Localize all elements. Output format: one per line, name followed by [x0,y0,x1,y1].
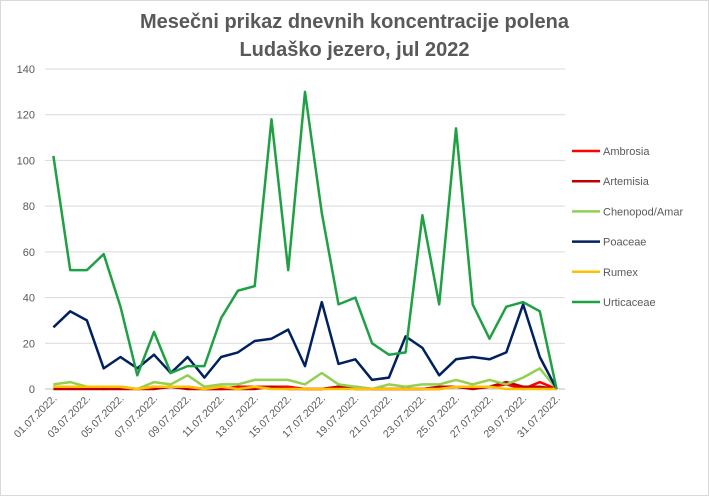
series-line-rumex [53,385,557,391]
legend-label: Artemisia [603,176,650,188]
y-tick-label: 140 [17,64,35,76]
legend-label: Chenopod/Amar [603,206,683,218]
chart-title: Mesečni prikaz dnevnih koncentracije pol… [0,8,709,64]
series-line-poaceae [52,300,558,390]
series-line-urticaceae [52,90,558,390]
y-axis: 0 20 40 60 80 100 120 140 [17,64,35,396]
chart-title-line2: Ludaško jezero, jul 2022 [239,39,470,61]
y-tick-label: 120 [17,110,35,122]
legend-label: Rumex [603,267,638,279]
y-tick-label: 40 [23,293,35,305]
legend-label: Ambrosia [603,146,650,158]
legend-label: Poaceae [603,237,646,249]
legend-label: Urticaceae [603,297,656,309]
y-tick-label: 20 [23,338,35,350]
x-axis: 01.07.2022.03.07.2022.05.07.2022.07.07.2… [12,393,563,441]
series-lines [52,90,558,391]
chart-title-line1: Mesečni prikaz dnevnih koncentracije pol… [139,11,570,33]
y-tick-label: 100 [17,155,35,167]
gridlines [45,68,565,390]
y-tick-label: 80 [23,201,35,213]
legend: Ambrosia Artemisia Chenopod/Amar Poaceae Rum… [572,146,683,309]
y-tick-label: 0 [29,384,35,396]
y-tick-label: 60 [23,247,35,259]
